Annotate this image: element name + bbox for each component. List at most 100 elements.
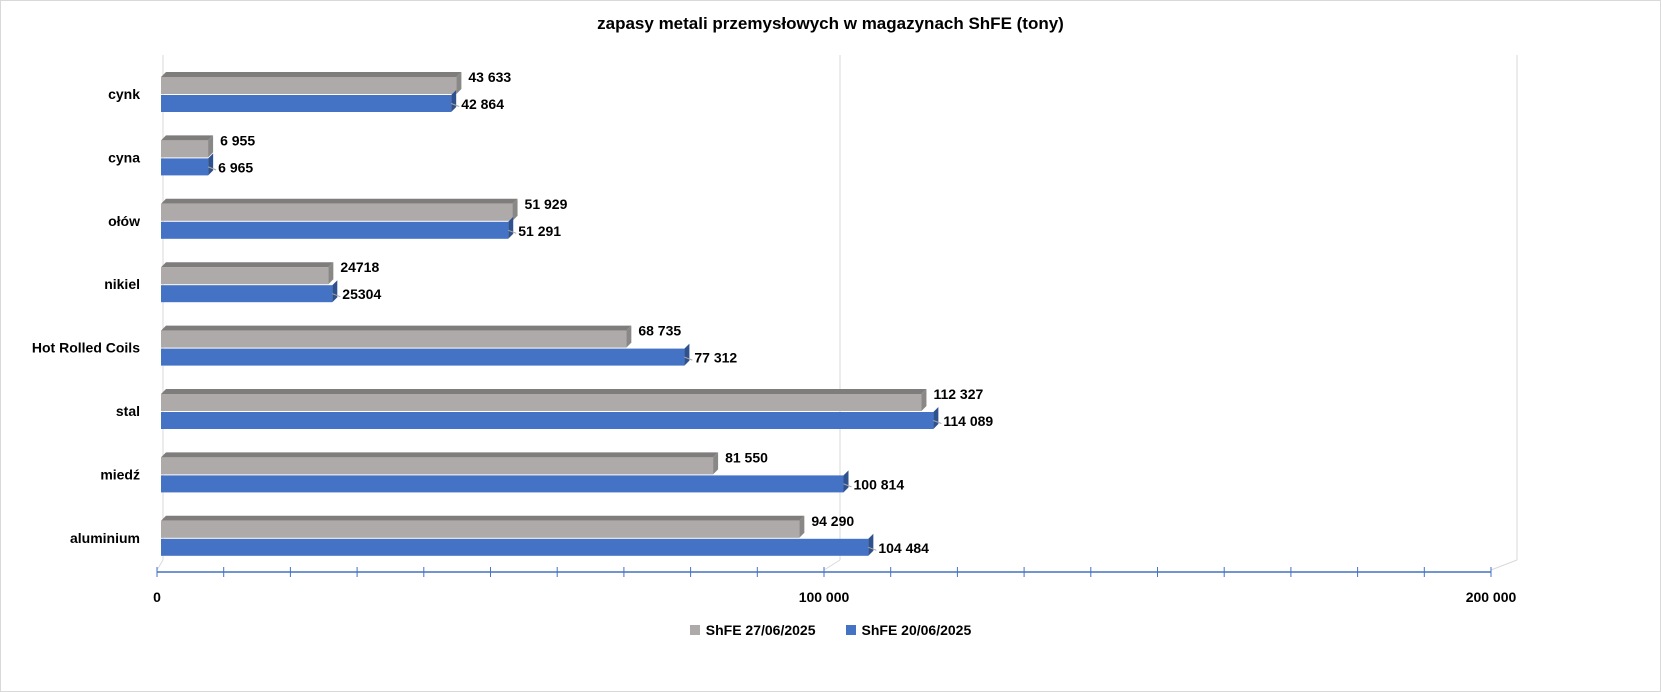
gridline-floor xyxy=(156,559,164,571)
data-label: 104 484 xyxy=(878,540,929,556)
bar-blue xyxy=(161,153,214,176)
category-label: cynk xyxy=(108,86,140,102)
bar-front-face xyxy=(161,95,452,112)
bar-side-face xyxy=(508,216,514,239)
data-label-leader xyxy=(868,546,877,551)
bar-top-face xyxy=(161,452,719,458)
bar-side-face xyxy=(868,533,874,556)
data-label: 25304 xyxy=(342,286,381,302)
bar-top-face xyxy=(161,198,518,204)
legend-label: ShFE 20/06/2025 xyxy=(861,622,972,638)
bar-side-face xyxy=(933,407,939,429)
bar-front-face xyxy=(161,158,209,176)
bar-gray xyxy=(161,515,805,538)
data-label-leader xyxy=(332,293,341,298)
data-label: 94 290 xyxy=(811,513,854,529)
bar-side-face xyxy=(512,198,518,221)
gridline-floor xyxy=(1490,559,1518,571)
bar-gray xyxy=(161,452,719,475)
bar-blue xyxy=(161,90,457,112)
bar-top-face xyxy=(161,72,462,77)
data-label: 112 327 xyxy=(933,386,983,402)
gridline-floor xyxy=(823,559,841,571)
bar-side-face xyxy=(921,389,927,411)
bar-side-face xyxy=(332,280,338,303)
data-label-leader xyxy=(508,229,517,234)
bar-gray xyxy=(161,389,927,411)
x-tick-label: 0 xyxy=(153,589,161,605)
x-tick-label: 200 000 xyxy=(1466,589,1517,605)
bar-front-face xyxy=(161,140,209,158)
data-label: 81 550 xyxy=(725,449,768,465)
bar-front-face xyxy=(161,77,457,94)
bar-blue xyxy=(161,470,849,493)
category-label: nikiel xyxy=(104,276,140,292)
bar-top-face xyxy=(161,262,334,268)
bar-front-face xyxy=(161,538,869,556)
data-label-leader xyxy=(684,356,693,361)
data-label: 6 955 xyxy=(220,132,255,148)
bar-front-face xyxy=(161,412,934,429)
bar-front-face xyxy=(161,348,685,366)
bar-side-face xyxy=(713,452,719,475)
bar-blue xyxy=(161,343,690,366)
bar-front-face xyxy=(161,221,509,239)
category-label: ołów xyxy=(108,213,140,229)
legend-swatch-blue xyxy=(845,625,856,635)
legend-label: ShFE 27/06/2025 xyxy=(705,622,816,638)
bar-blue xyxy=(161,533,874,556)
bar-side-face xyxy=(456,72,462,94)
bar-blue xyxy=(161,280,338,303)
bar-front-face xyxy=(161,520,800,538)
bar-blue xyxy=(161,407,939,429)
legend: ShFE 27/06/2025 ShFE 20/06/2025 xyxy=(0,622,1661,638)
bar-front-face xyxy=(161,267,329,285)
category-label: Hot Rolled Coils xyxy=(32,340,140,356)
bar-gray xyxy=(161,72,462,94)
bar-top-face xyxy=(161,135,214,141)
bar-front-face xyxy=(161,457,714,475)
data-label: 51 291 xyxy=(518,223,561,239)
legend-item-series-2: ShFE 20/06/2025 xyxy=(845,622,972,638)
data-label-leader xyxy=(933,420,942,424)
bar-side-face xyxy=(799,515,805,538)
data-label: 100 814 xyxy=(854,476,905,492)
bar-side-face xyxy=(451,90,457,112)
bar-front-face xyxy=(161,475,844,493)
legend-swatch-gray xyxy=(689,625,700,635)
bar-front-face xyxy=(161,203,513,221)
category-label: stal xyxy=(116,403,140,419)
data-label: 77 312 xyxy=(694,350,737,366)
data-label: 42 864 xyxy=(461,96,504,112)
bar-top-face xyxy=(161,515,805,521)
bar-front-face xyxy=(161,285,333,303)
data-label: 68 735 xyxy=(638,323,681,339)
data-label-leader xyxy=(843,483,852,488)
bar-blue xyxy=(161,216,514,239)
chart-title: zapasy metali przemysłowych w magazynach… xyxy=(597,14,1064,33)
bar-side-face xyxy=(684,343,690,366)
bar-side-face xyxy=(843,470,849,493)
data-label: 114 089 xyxy=(943,413,993,429)
data-label-leader xyxy=(451,103,460,107)
data-label-leader xyxy=(207,166,217,171)
bar-front-face xyxy=(161,394,922,411)
bar-gray xyxy=(161,325,632,348)
category-label: cyna xyxy=(108,149,140,165)
bar-side-face xyxy=(626,325,632,348)
bar-side-face xyxy=(208,153,214,176)
x-tick-label: 100 000 xyxy=(799,589,850,605)
bar-top-face xyxy=(161,325,632,331)
bar-front-face xyxy=(161,330,627,348)
data-label: 51 929 xyxy=(525,196,568,212)
bar-side-face xyxy=(328,262,334,285)
data-label: 43 633 xyxy=(468,69,511,85)
bar-top-face xyxy=(161,389,927,394)
data-label: 6 965 xyxy=(218,159,253,175)
bar-gray xyxy=(161,262,334,285)
legend-item-series-1: ShFE 27/06/2025 xyxy=(689,622,816,638)
data-label: 24718 xyxy=(340,259,379,275)
category-label: miedź xyxy=(100,466,140,482)
bar-gray xyxy=(161,135,214,158)
